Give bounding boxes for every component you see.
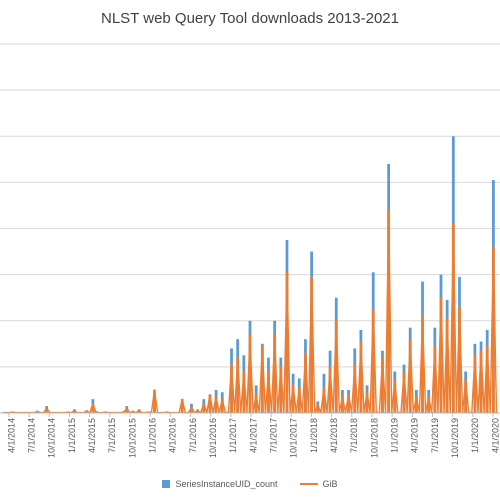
bar-overlay bbox=[260, 346, 264, 413]
x-tick-label: 4/1/2017 bbox=[248, 418, 258, 453]
bar-overlay bbox=[214, 396, 218, 413]
x-tick-label: 4/1/2020 bbox=[490, 418, 500, 453]
x-tick-label: 7/1/2015 bbox=[107, 418, 117, 453]
x-tick-label: 1/1/2015 bbox=[67, 418, 77, 453]
bar-overlay bbox=[291, 385, 295, 413]
bar-overlay bbox=[421, 316, 424, 413]
bar-overlay bbox=[220, 399, 224, 413]
bar-overlay bbox=[236, 357, 240, 413]
bar-overlay bbox=[328, 366, 332, 413]
bar-overlay bbox=[85, 411, 89, 413]
x-axis: 4/1/2014 7/1/2014 10/1/2014 1/1/2015 4/1/201… bbox=[0, 412, 500, 458]
x-tick-label: 10/1/2015 bbox=[127, 418, 137, 458]
line-series bbox=[3, 209, 498, 414]
bar-overlay bbox=[137, 410, 141, 413]
bar-overlay bbox=[491, 246, 495, 413]
bar-overlay bbox=[365, 392, 369, 413]
bar-overlay bbox=[230, 364, 233, 413]
legend-line-swatch bbox=[299, 483, 318, 485]
bar-overlay bbox=[91, 403, 95, 413]
bar-overlay bbox=[433, 346, 437, 413]
bar-overlay bbox=[125, 408, 129, 413]
x-tick-label: 10/1/2016 bbox=[208, 418, 218, 458]
x-tick-label: 1/1/2019 bbox=[390, 418, 400, 453]
bar-overlay bbox=[285, 272, 289, 413]
bar-overlay bbox=[439, 297, 443, 413]
x-tick-label: 7/1/2018 bbox=[349, 418, 359, 453]
x-tick-label: 4/1/2014 bbox=[6, 418, 16, 453]
bar-overlay bbox=[322, 387, 326, 413]
bar-overlay bbox=[464, 380, 468, 413]
bar-overlay bbox=[393, 380, 397, 413]
chart-title: NLST web Query Tool downloads 2013-2021 bbox=[101, 10, 399, 27]
bar-overlay bbox=[381, 357, 384, 413]
x-tick-label: 4/1/2019 bbox=[410, 418, 420, 453]
x-tick-label: 4/1/2018 bbox=[329, 418, 339, 453]
bar-overlay bbox=[248, 334, 252, 413]
bar-overlay bbox=[414, 396, 418, 413]
x-tick-label: 4/1/2016 bbox=[168, 418, 178, 453]
bar-overlay bbox=[427, 396, 431, 413]
bar-overlay bbox=[180, 399, 184, 413]
bar-overlay bbox=[310, 276, 314, 413]
x-tick-label: 10/1/2014 bbox=[47, 418, 57, 458]
bar-overlay bbox=[341, 396, 344, 413]
bar-overlay bbox=[402, 371, 406, 413]
x-tick-label: 7/1/2014 bbox=[27, 418, 37, 453]
bar-overlay bbox=[208, 394, 212, 413]
bar-overlay bbox=[458, 306, 461, 413]
line-gib bbox=[3, 209, 498, 414]
bar-overlay bbox=[445, 318, 449, 413]
bar-overlay bbox=[347, 394, 350, 413]
x-tick-label: 1/1/2020 bbox=[470, 418, 480, 453]
bar-overlay bbox=[359, 341, 363, 413]
bar-overlay bbox=[273, 334, 277, 413]
x-tick-label: 10/1/2018 bbox=[369, 418, 379, 458]
bar-overlay bbox=[196, 410, 200, 413]
x-tick-label: 1/1/2018 bbox=[309, 418, 319, 453]
bar-overlay bbox=[473, 355, 477, 413]
bar-overlay bbox=[279, 366, 283, 413]
bar-overlay bbox=[408, 339, 412, 413]
bar-overlay bbox=[73, 410, 76, 413]
bar-overlay bbox=[45, 408, 49, 413]
bar-overlay bbox=[190, 407, 193, 413]
x-tick-label: 7/1/2017 bbox=[269, 418, 279, 453]
x-tick-label: 1/1/2017 bbox=[228, 418, 238, 453]
bar-overlay bbox=[479, 350, 483, 413]
legend-bar-swatch bbox=[162, 480, 171, 488]
bar-overlay bbox=[371, 309, 375, 413]
legend-label-bars: SeriesInstanceUID_count bbox=[175, 479, 278, 489]
x-tick-label: 4/1/2015 bbox=[87, 418, 97, 453]
x-tick-label: 7/1/2019 bbox=[430, 418, 440, 453]
bar-overlay bbox=[334, 320, 338, 413]
x-tick-label: 10/1/2019 bbox=[450, 418, 460, 458]
bar-overlay bbox=[387, 210, 391, 413]
bar-overlay bbox=[202, 403, 206, 413]
bar-overlay bbox=[485, 346, 489, 413]
legend-label-line: GiB bbox=[322, 479, 338, 489]
legend: SeriesInstanceUID_count GiB bbox=[0, 479, 500, 489]
x-tick-label: 1/1/2016 bbox=[148, 418, 158, 453]
x-tick-label: 10/1/2017 bbox=[289, 418, 299, 458]
bar-overlay bbox=[316, 404, 320, 413]
legend-item-bars: SeriesInstanceUID_count bbox=[162, 479, 278, 489]
bar-overlay bbox=[353, 364, 357, 413]
legend-item-line: GiB bbox=[299, 479, 338, 489]
bar-overlay bbox=[451, 223, 455, 413]
bar-overlay bbox=[297, 387, 301, 413]
bar-overlay bbox=[254, 394, 258, 413]
x-tick-label: 7/1/2016 bbox=[188, 418, 198, 453]
bar-overlay bbox=[153, 389, 156, 413]
bar-overlay bbox=[304, 353, 307, 413]
bar-overlay bbox=[242, 371, 246, 413]
gridlines bbox=[0, 43, 500, 368]
bar-overlay bbox=[267, 371, 270, 413]
